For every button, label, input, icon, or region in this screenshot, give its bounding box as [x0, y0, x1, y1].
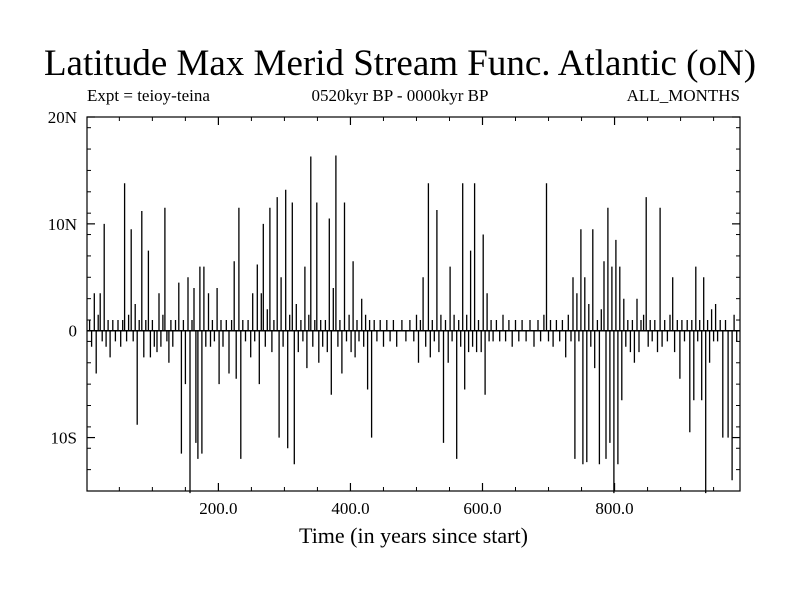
- series-line: [88, 155, 739, 494]
- y-tick-label: 10S: [51, 429, 77, 448]
- x-axis-label: Time (in years since start): [299, 523, 528, 548]
- y-tick-label: 0: [69, 322, 78, 341]
- x-tick-label: 600.0: [463, 499, 501, 518]
- time-range-label: 0520kyr BP - 0000kyr BP: [311, 86, 489, 105]
- chart-title: Latitude Max Merid Stream Func. Atlantic…: [43, 43, 757, 84]
- plot-frame: [86, 116, 741, 492]
- x-tick-label: 200.0: [199, 499, 237, 518]
- x-tick-label: 400.0: [331, 499, 369, 518]
- y-tick-label: 10N: [48, 215, 77, 234]
- y-tick-label: 20N: [48, 108, 77, 127]
- experiment-label: Expt = teioy-teina: [87, 86, 210, 105]
- x-tick-label: 800.0: [595, 499, 633, 518]
- months-label: ALL_MONTHS: [626, 86, 740, 105]
